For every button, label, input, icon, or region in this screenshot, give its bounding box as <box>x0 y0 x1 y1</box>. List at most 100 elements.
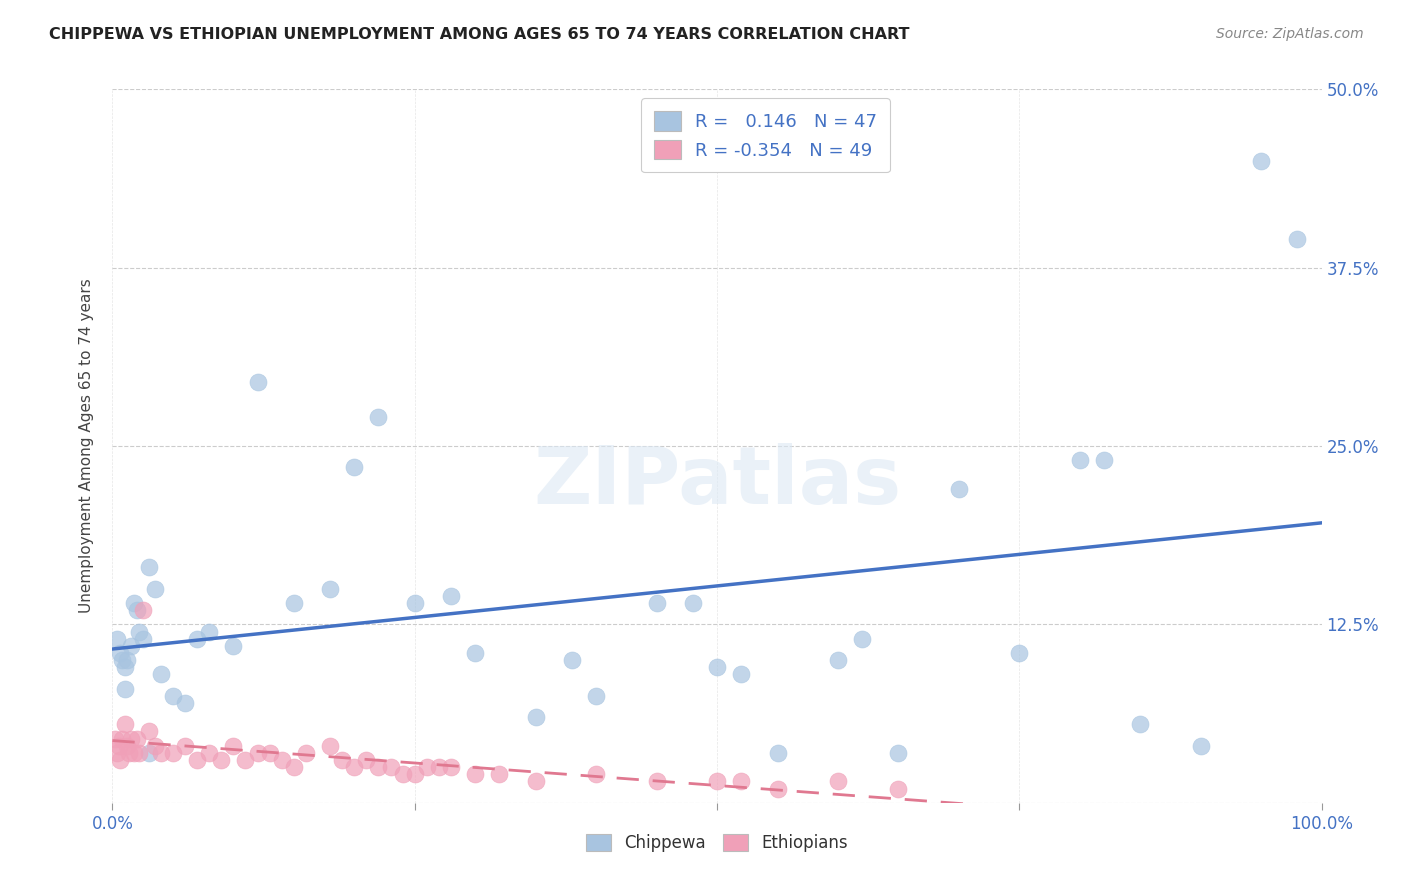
Point <box>115 653 138 667</box>
Point <box>416 760 439 774</box>
Point <box>120 731 142 746</box>
Point <box>827 653 849 667</box>
Point <box>108 646 131 660</box>
Point <box>111 731 134 746</box>
Point <box>132 603 155 617</box>
Point <box>367 410 389 425</box>
Point <box>851 632 873 646</box>
Point <box>209 753 232 767</box>
Point <box>114 660 136 674</box>
Point <box>706 660 728 674</box>
Point <box>380 760 402 774</box>
Point <box>125 731 148 746</box>
Point <box>827 774 849 789</box>
Point <box>319 739 342 753</box>
Point <box>186 753 208 767</box>
Point <box>115 739 138 753</box>
Point <box>887 781 910 796</box>
Point <box>706 774 728 789</box>
Point <box>440 589 463 603</box>
Point <box>367 760 389 774</box>
Point <box>1250 153 1272 168</box>
Text: ZIPatlas: ZIPatlas <box>533 442 901 521</box>
Point <box>186 632 208 646</box>
Point <box>404 767 426 781</box>
Point <box>105 632 128 646</box>
Point <box>104 731 127 746</box>
Point <box>1129 717 1152 731</box>
Point <box>488 767 510 781</box>
Point <box>138 746 160 760</box>
Point <box>427 760 450 774</box>
Point <box>174 696 197 710</box>
Point <box>1069 453 1091 467</box>
Point <box>122 596 145 610</box>
Point <box>343 460 366 475</box>
Point <box>585 767 607 781</box>
Point <box>682 596 704 610</box>
Point <box>138 724 160 739</box>
Point <box>162 746 184 760</box>
Point <box>143 582 166 596</box>
Point <box>356 753 378 767</box>
Point <box>259 746 281 760</box>
Point <box>270 753 292 767</box>
Point <box>730 667 752 681</box>
Point <box>524 774 547 789</box>
Point <box>887 746 910 760</box>
Y-axis label: Unemployment Among Ages 65 to 74 years: Unemployment Among Ages 65 to 74 years <box>79 278 94 614</box>
Point <box>128 624 150 639</box>
Point <box>125 603 148 617</box>
Point <box>114 717 136 731</box>
Point <box>730 774 752 789</box>
Point <box>246 375 269 389</box>
Point <box>132 632 155 646</box>
Point <box>283 596 305 610</box>
Point <box>149 746 172 760</box>
Point <box>105 746 128 760</box>
Point <box>295 746 318 760</box>
Point <box>198 624 221 639</box>
Point <box>524 710 547 724</box>
Point <box>948 482 970 496</box>
Point <box>391 767 413 781</box>
Point <box>283 760 305 774</box>
Point <box>128 746 150 760</box>
Point <box>174 739 197 753</box>
Point <box>246 746 269 760</box>
Point <box>343 760 366 774</box>
Text: Source: ZipAtlas.com: Source: ZipAtlas.com <box>1216 27 1364 41</box>
Point <box>120 639 142 653</box>
Point <box>404 596 426 610</box>
Point <box>1286 232 1309 246</box>
Point <box>143 739 166 753</box>
Point <box>235 753 257 767</box>
Point <box>561 653 583 667</box>
Point <box>585 689 607 703</box>
Point <box>111 653 134 667</box>
Point <box>464 767 486 781</box>
Point <box>319 582 342 596</box>
Point <box>1189 739 1212 753</box>
Point <box>222 739 245 753</box>
Point <box>330 753 353 767</box>
Text: CHIPPEWA VS ETHIOPIAN UNEMPLOYMENT AMONG AGES 65 TO 74 YEARS CORRELATION CHART: CHIPPEWA VS ETHIOPIAN UNEMPLOYMENT AMONG… <box>49 27 910 42</box>
Point <box>645 596 668 610</box>
Point <box>1092 453 1115 467</box>
Point <box>162 689 184 703</box>
Point <box>766 781 789 796</box>
Point <box>645 774 668 789</box>
Point <box>108 753 131 767</box>
Point <box>107 739 129 753</box>
Point <box>149 667 172 681</box>
Point <box>198 746 221 760</box>
Point <box>138 560 160 574</box>
Point <box>1008 646 1031 660</box>
Point <box>118 746 141 760</box>
Point <box>222 639 245 653</box>
Legend: Chippewa, Ethiopians: Chippewa, Ethiopians <box>579 827 855 859</box>
Point <box>440 760 463 774</box>
Point <box>464 646 486 660</box>
Point <box>766 746 789 760</box>
Point <box>114 681 136 696</box>
